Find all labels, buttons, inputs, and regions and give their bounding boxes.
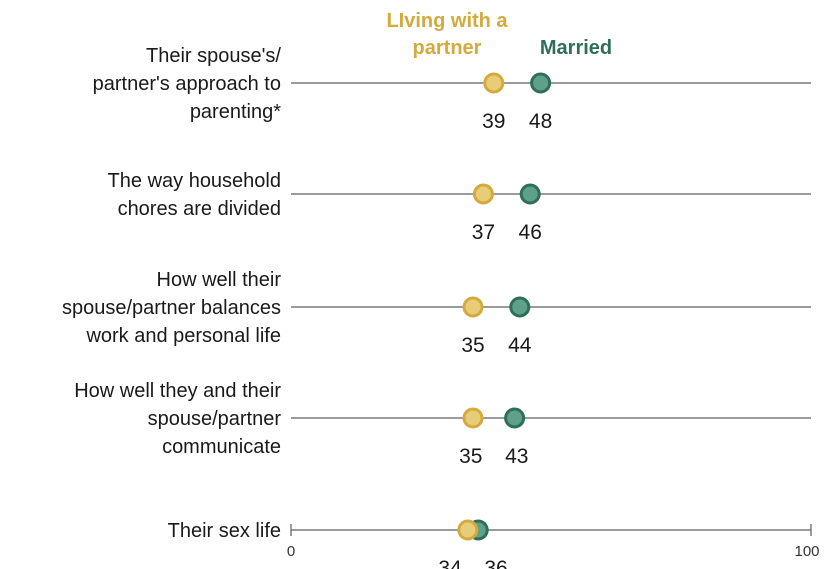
x-axis-ticks: 0 100 bbox=[287, 524, 820, 560]
legend-label-line: LIving with a bbox=[386, 10, 508, 32]
dot-living-with-partner bbox=[457, 519, 479, 541]
dot-living-with-partner bbox=[462, 296, 484, 318]
category-label-line: How well they and their bbox=[74, 380, 281, 402]
value-label-living-with-partner: 35 bbox=[459, 445, 482, 468]
chart-row: How well they and their spouse/partner com… bbox=[74, 380, 811, 468]
category-label: How well they and their spouse/partner com… bbox=[74, 380, 281, 458]
legend-label-married: Married bbox=[540, 37, 612, 59]
chart-row: Their sex life 34 36 bbox=[168, 519, 811, 569]
value-label-living-with-partner: 37 bbox=[472, 221, 495, 244]
legend: LIving with a partner Married bbox=[386, 10, 612, 59]
category-label-line: chores are divided bbox=[118, 198, 281, 220]
category-label-line: The way household bbox=[108, 170, 281, 192]
dot-married bbox=[530, 72, 552, 94]
category-label: Their spouse's/partner's approach to pare… bbox=[93, 45, 282, 123]
value-label-married: 44 bbox=[508, 334, 532, 357]
chart-row: How well their spouse/partner balances wor… bbox=[62, 269, 811, 357]
dot-living-with-partner bbox=[462, 407, 484, 429]
value-label-married: 48 bbox=[529, 110, 552, 133]
category-label-line: spouse/partner balances bbox=[62, 297, 281, 319]
category-label-line: communicate bbox=[162, 436, 281, 458]
category-label-line: Their spouse's/ bbox=[146, 45, 281, 67]
value-label-living-with-partner: 34 bbox=[438, 557, 462, 569]
value-label-living-with-partner: 39 bbox=[482, 110, 505, 133]
dot-married bbox=[509, 296, 531, 318]
x-tick-label: 0 bbox=[287, 543, 295, 560]
dot-married bbox=[519, 183, 541, 205]
category-label-line: How well their bbox=[157, 269, 282, 291]
category-label: The way household chores are divided bbox=[108, 170, 281, 220]
chart-row: The way household chores are divided 37 46 bbox=[108, 170, 811, 244]
legend-label-line: partner bbox=[413, 37, 482, 59]
chart-rows: Their spouse's/partner's approach to pare… bbox=[62, 45, 811, 569]
category-label: Their sex life bbox=[168, 520, 281, 542]
dot-married bbox=[504, 407, 526, 429]
category-label-line: spouse/partner bbox=[148, 408, 282, 430]
dot-living-with-partner bbox=[472, 183, 494, 205]
category-label-line: work and personal life bbox=[85, 325, 281, 347]
category-label-line: partner's approach to bbox=[93, 73, 281, 95]
legend-label-living-with-partner: LIving with a partner bbox=[386, 10, 508, 59]
value-label-living-with-partner: 35 bbox=[461, 334, 484, 357]
category-label-line: Their sex life bbox=[168, 520, 281, 542]
value-label-married: 36 bbox=[484, 557, 507, 569]
x-tick-label: 100 bbox=[794, 543, 819, 560]
dot-living-with-partner bbox=[483, 72, 505, 94]
value-label-married: 43 bbox=[505, 445, 528, 468]
chart-row: Their spouse's/partner's approach to pare… bbox=[93, 45, 811, 133]
category-label-line: parenting* bbox=[190, 101, 281, 123]
value-label-married: 46 bbox=[519, 221, 542, 244]
category-label: How well their spouse/partner balances wor… bbox=[62, 269, 281, 347]
